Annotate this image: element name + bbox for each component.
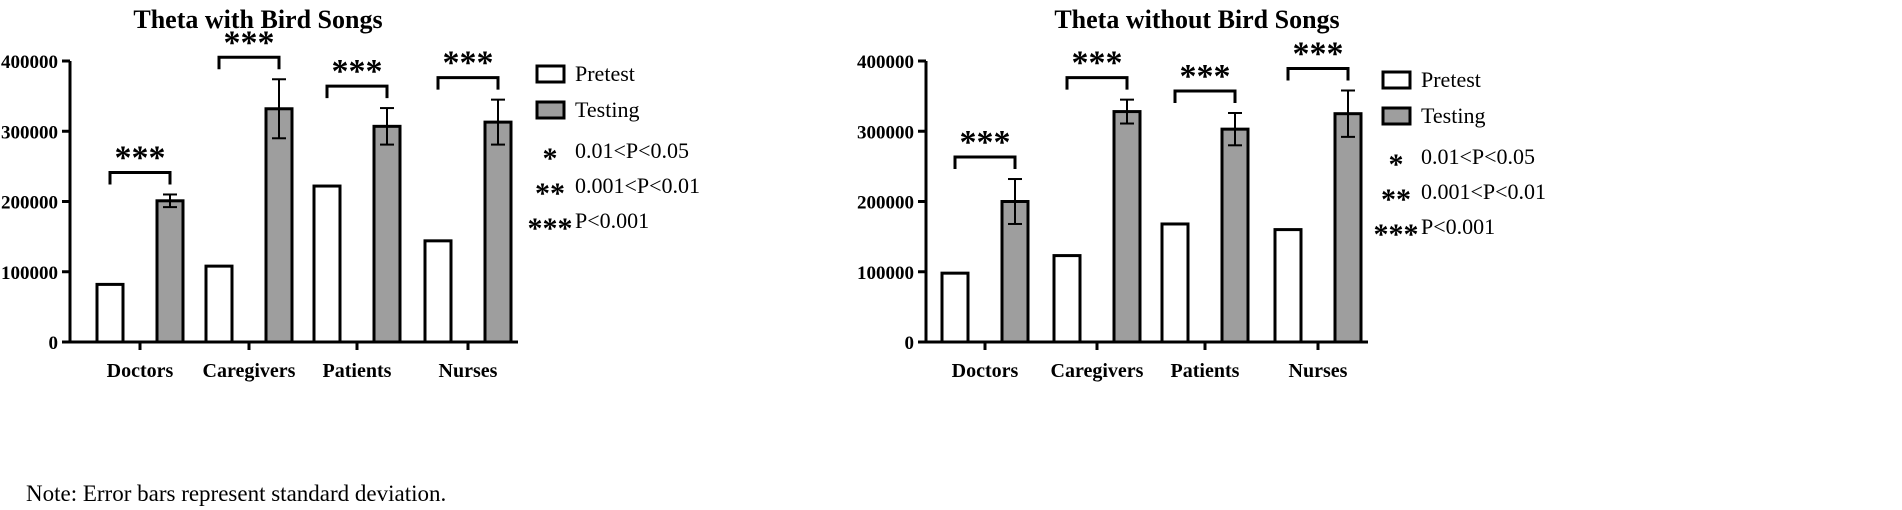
x-tick-label: Nurses (1289, 360, 1348, 382)
significance-stars: *** (332, 53, 383, 90)
legend-left: Pretest Testing * 0.01<P<0.05 ** 0.001<P<0.01… (528, 61, 701, 245)
y-tick-label: 200000 (1, 193, 58, 214)
legend-swatch (1381, 106, 1412, 126)
bar-testing (264, 107, 294, 344)
bar-pretest (1273, 228, 1303, 344)
y-tick-label: 400000 (857, 52, 914, 73)
y-tick-label: 300000 (857, 122, 914, 143)
significance-stars: *** (443, 45, 494, 82)
x-tick-label: Doctors (107, 360, 174, 382)
x-tick-label: Patients (1171, 360, 1240, 382)
legend-stars: * (1389, 148, 1404, 181)
bar-pretest (204, 264, 234, 344)
legend-stars: *** (1374, 218, 1419, 251)
bar-testing (483, 120, 513, 344)
bar-testing (155, 199, 185, 344)
y-tick-label: 300000 (1, 122, 58, 143)
bar-pretest (1160, 222, 1190, 344)
x-tick-label: Caregivers (1051, 360, 1144, 382)
legend-stars: *** (528, 212, 573, 245)
y-tick-label: 200000 (857, 193, 914, 214)
significance-bracket (1065, 76, 1129, 90)
significance-bracket (217, 55, 281, 70)
significance-stars: *** (1072, 45, 1123, 82)
chart-note: Note: Error bars represent standard devi… (26, 481, 446, 506)
chart-title: Theta without Bird Songs (1054, 5, 1339, 34)
legend-stars: ** (1381, 183, 1411, 216)
significance-stars: *** (960, 124, 1011, 161)
y-tick-label: 100000 (857, 263, 914, 284)
bar-pretest (940, 271, 970, 344)
x-tick-label: Doctors (952, 360, 1019, 382)
y-tick-label: 400000 (1, 52, 58, 73)
bar-testing (372, 124, 402, 344)
significance-stars: *** (224, 24, 275, 61)
legend-swatch (535, 64, 566, 84)
significance-stars: *** (1293, 36, 1344, 73)
legend-label: Pretest (575, 61, 635, 86)
legend-label: Testing (1421, 103, 1485, 128)
bar-pretest (312, 184, 342, 344)
significance-bracket (108, 170, 172, 185)
y-tick-label: 0 (905, 333, 915, 354)
legend-label: Testing (575, 97, 639, 122)
significance-bracket (1173, 89, 1237, 103)
legend-swatch (1381, 70, 1412, 90)
chart-title: Theta with Bird Songs (133, 5, 382, 34)
chart-without-bird-songs: Theta without Bird Songs 0 100000 200000 30… (857, 5, 1368, 382)
chart-with-bird-songs: Theta with Bird Songs 0 100000 200000 30000… (1, 5, 518, 382)
legend-swatch (535, 100, 566, 120)
x-tick-label: Caregivers (203, 360, 296, 382)
significance-bracket (436, 76, 500, 90)
bar-pretest (95, 282, 125, 344)
x-tick-label: Nurses (439, 360, 498, 382)
legend-significance-label: 0.001<P<0.01 (1421, 179, 1546, 204)
legend-right: Pretest Testing * 0.01<P<0.05 ** 0.001<P<0.01… (1374, 67, 1547, 251)
legend-significance-label: 0.01<P<0.05 (1421, 144, 1535, 169)
x-tick-label: Patients (323, 360, 392, 382)
significance-bracket (325, 84, 389, 99)
bar-pretest (1052, 254, 1082, 344)
significance-bracket (1286, 67, 1350, 81)
legend-significance-label: P<0.001 (575, 208, 649, 233)
significance-bracket (953, 155, 1017, 170)
legend-stars: ** (535, 177, 565, 210)
legend-significance-label: 0.01<P<0.05 (575, 138, 689, 163)
y-tick-label: 100000 (1, 263, 58, 284)
bar-testing (1220, 127, 1250, 344)
legend-label: Pretest (1421, 67, 1481, 92)
significance-stars: *** (1180, 58, 1231, 95)
legend-significance-label: P<0.001 (1421, 214, 1495, 239)
legend-stars: * (543, 142, 558, 175)
bar-pretest (423, 239, 453, 344)
significance-stars: *** (115, 139, 166, 176)
y-tick-label: 0 (49, 333, 59, 354)
bar-testing (1112, 110, 1142, 344)
bar-testing (1333, 112, 1363, 344)
legend-significance-label: 0.001<P<0.01 (575, 173, 700, 198)
